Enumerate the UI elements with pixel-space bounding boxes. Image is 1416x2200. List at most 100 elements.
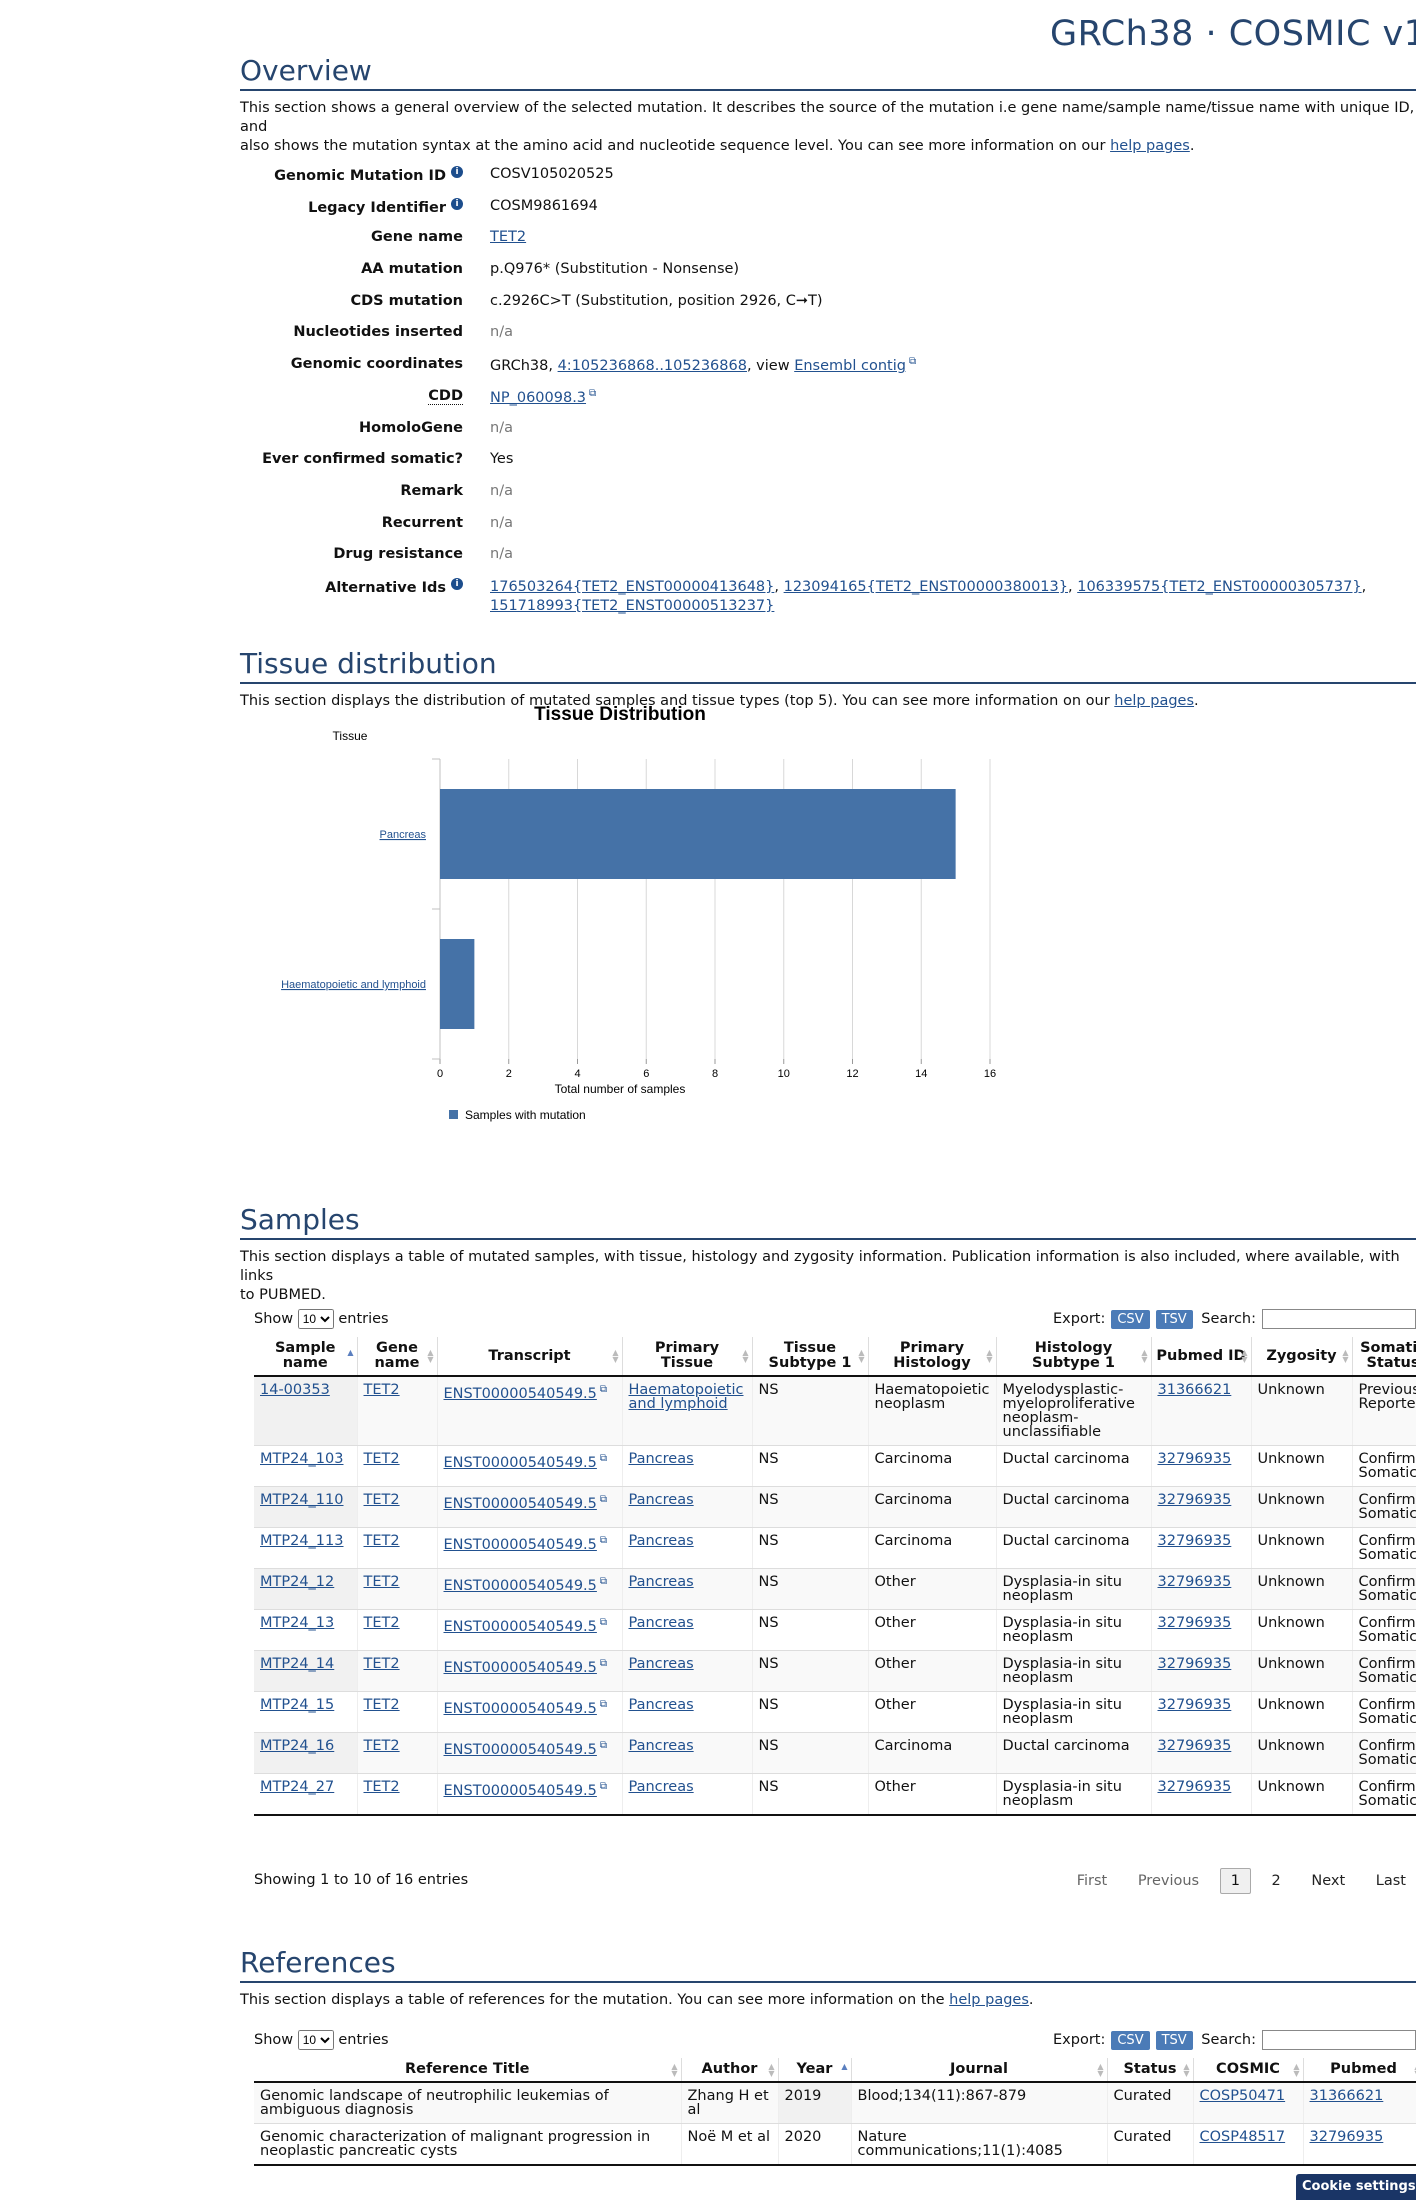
references-csv-button[interactable]: CSV <box>1111 2031 1150 2050</box>
cell-link[interactable]: MTP24_13 <box>260 1615 335 1631</box>
cell-link[interactable]: Pancreas <box>628 1697 694 1713</box>
ensembl-contig-link[interactable]: Ensembl contig <box>794 357 906 374</box>
bar-pancreas[interactable] <box>440 789 956 879</box>
tissue-help-link[interactable]: help pages <box>1114 693 1195 709</box>
overview-help-link[interactable]: help pages <box>1110 138 1190 154</box>
references-column-header[interactable]: Journal ▲ ▼ <box>851 2058 1108 2083</box>
pager-page-1[interactable]: 1 <box>1219 1868 1251 1894</box>
cell-link[interactable]: MTP24_113 <box>260 1533 344 1549</box>
cell-link[interactable]: ENST00000540549.5 <box>443 1536 597 1553</box>
cell-link[interactable]: Pancreas <box>628 1738 694 1754</box>
references-column-header[interactable]: Reference Title ▲ ▼ <box>254 2058 682 2083</box>
cell-link[interactable]: 32796935 <box>1157 1533 1232 1549</box>
references-column-header[interactable]: Status ▲ ▼ <box>1107 2058 1194 2083</box>
cell-link[interactable]: COSP50471 <box>1199 2088 1286 2104</box>
cell-link[interactable]: ENST00000540549.5 <box>443 1385 597 1402</box>
cell-link[interactable]: ENST00000540549.5 <box>443 1659 597 1676</box>
samples-column-header[interactable]: Pubmed ID ▲ ▼ <box>1151 1337 1252 1377</box>
cell-link[interactable]: TET2 <box>363 1738 400 1754</box>
pager-last[interactable]: Last <box>1375 1873 1406 1889</box>
samples-csv-button[interactable]: CSV <box>1111 1310 1150 1329</box>
cell-link[interactable]: Pancreas <box>628 1492 694 1508</box>
cell-link[interactable]: ENST00000540549.5 <box>443 1741 597 1758</box>
cell-link[interactable]: 32796935 <box>1157 1656 1232 1672</box>
cell-link[interactable]: 14-00353 <box>260 1382 330 1398</box>
references-column-header[interactable]: Year ▲ <box>778 2058 852 2083</box>
pager-page-2[interactable]: 2 <box>1271 1873 1281 1889</box>
cell-link[interactable]: 32796935 <box>1157 1574 1232 1590</box>
samples-tsv-button[interactable]: TSV <box>1155 1310 1193 1329</box>
cell-link[interactable]: MTP24_15 <box>260 1697 335 1713</box>
cell-link[interactable]: TET2 <box>363 1615 400 1631</box>
cell-link[interactable]: TET2 <box>363 1382 400 1398</box>
alt-id-link[interactable]: 151718993{TET2_ENST00000513237} <box>490 597 775 614</box>
cell-link[interactable]: ENST00000540549.5 <box>443 1495 597 1512</box>
cell-link[interactable]: 31366621 <box>1309 2088 1384 2104</box>
info-icon[interactable]: i <box>451 577 463 590</box>
pager-previous[interactable]: Previous <box>1137 1873 1200 1889</box>
cell-link[interactable]: 32796935 <box>1157 1738 1232 1754</box>
cell-link[interactable]: TET2 <box>363 1574 400 1590</box>
category-label[interactable]: Pancreas <box>380 829 427 841</box>
cell-link[interactable]: TET2 <box>363 1533 400 1549</box>
cell-link[interactable]: MTP24_16 <box>260 1738 335 1754</box>
references-help-link[interactable]: help pages <box>949 1992 1029 2008</box>
samples-column-header[interactable]: Gene name ▲ ▼ <box>357 1337 438 1377</box>
references-page-size-select[interactable]: 10 <box>297 2030 334 2050</box>
coordinates-link[interactable]: 4:105236868..105236868 <box>557 357 747 374</box>
references-column-header[interactable]: Author ▲ ▼ <box>681 2058 779 2083</box>
cell-link[interactable]: 32796935 <box>1157 1697 1232 1713</box>
samples-column-header[interactable]: Zygosity ▲ ▼ <box>1251 1337 1353 1377</box>
cell-link[interactable]: Pancreas <box>628 1533 694 1549</box>
cell-link[interactable]: COSP48517 <box>1199 2129 1286 2145</box>
alt-id-link[interactable]: 123094165{TET2_ENST00000380013} <box>783 578 1068 595</box>
samples-search-input[interactable] <box>1262 1309 1416 1329</box>
cell-link[interactable]: MTP24_103 <box>260 1451 344 1467</box>
cell-link[interactable]: TET2 <box>363 1697 400 1713</box>
cell-link[interactable]: 32796935 <box>1157 1615 1232 1631</box>
samples-column-header[interactable]: Somatic Status▲▼ <box>1352 1337 1416 1377</box>
cookie-settings-button[interactable]: Cookie settings <box>1296 2174 1416 2200</box>
cell-link[interactable]: TET2 <box>363 1451 400 1467</box>
samples-column-header[interactable]: Primary Histology ▲ ▼ <box>868 1337 997 1377</box>
cell-link[interactable]: ENST00000540549.5 <box>443 1782 597 1799</box>
cell-link[interactable]: TET2 <box>363 1656 400 1672</box>
samples-column-header[interactable]: Histology Subtype 1 ▲ ▼ <box>996 1337 1152 1377</box>
info-icon[interactable]: i <box>451 166 463 178</box>
cell-link[interactable]: MTP24_110 <box>260 1492 344 1508</box>
cell-link[interactable]: Pancreas <box>628 1615 694 1631</box>
samples-column-header[interactable]: Transcript ▲ ▼ <box>437 1337 623 1377</box>
cell-link[interactable]: Pancreas <box>628 1656 694 1672</box>
cell-link[interactable]: MTP24_12 <box>260 1574 335 1590</box>
pager-next[interactable]: Next <box>1311 1873 1346 1889</box>
cell-link[interactable]: 32796935 <box>1309 2129 1384 2145</box>
cell-link[interactable]: Pancreas <box>628 1574 694 1590</box>
cell-link[interactable]: MTP24_27 <box>260 1779 335 1795</box>
samples-column-header[interactable]: Primary Tissue ▲ ▼ <box>622 1337 753 1377</box>
cdd-link[interactable]: NP_060098.3 <box>490 389 587 406</box>
cell-link[interactable]: Pancreas <box>628 1779 694 1795</box>
cell-link[interactable]: TET2 <box>363 1492 400 1508</box>
alt-id-link[interactable]: 176503264{TET2_ENST00000413648} <box>490 578 775 595</box>
cell-link[interactable]: 32796935 <box>1157 1779 1232 1795</box>
pager-first[interactable]: First <box>1076 1873 1108 1889</box>
references-column-header[interactable]: Pubmed▲▼ <box>1303 2058 1416 2083</box>
references-search-input[interactable] <box>1262 2030 1416 2050</box>
samples-column-header[interactable]: Tissue Subtype 1 ▲ ▼ <box>752 1337 869 1377</box>
references-tsv-button[interactable]: TSV <box>1155 2031 1193 2050</box>
cell-link[interactable]: 32796935 <box>1157 1492 1232 1508</box>
alt-id-link[interactable]: 106339575{TET2_ENST00000305737} <box>1077 578 1362 595</box>
cell-link[interactable]: ENST00000540549.5 <box>443 1618 597 1635</box>
cell-link[interactable]: TET2 <box>363 1779 400 1795</box>
info-icon[interactable]: i <box>451 197 463 210</box>
category-label[interactable]: Haematopoietic and lymphoid <box>281 979 426 991</box>
cell-link[interactable]: ENST00000540549.5 <box>443 1700 597 1717</box>
gene-link[interactable]: TET2 <box>490 229 527 246</box>
references-column-header[interactable]: COSMIC ▲ ▼ <box>1193 2058 1304 2083</box>
cell-link[interactable]: ENST00000540549.5 <box>443 1454 597 1471</box>
samples-page-size-select[interactable]: 10 <box>297 1309 334 1329</box>
cell-link[interactable]: Pancreas <box>628 1451 694 1467</box>
cell-link[interactable]: Haematopoietic and lymphoid <box>628 1382 744 1412</box>
samples-column-header[interactable]: Sample name ▲ <box>254 1337 358 1377</box>
cell-link[interactable]: ENST00000540549.5 <box>443 1577 597 1594</box>
